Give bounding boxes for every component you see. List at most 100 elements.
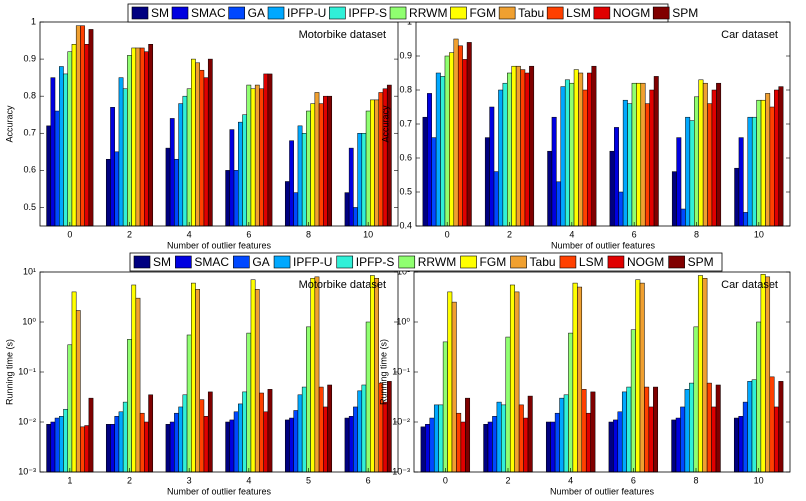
bar — [127, 339, 132, 473]
bar — [178, 406, 184, 473]
x-tick-label: 2 — [127, 229, 132, 239]
bar — [122, 401, 128, 473]
bar — [50, 421, 56, 473]
bar — [203, 416, 209, 473]
x-tick-label: 10 — [754, 475, 764, 485]
bar — [131, 47, 137, 227]
bar — [697, 275, 703, 473]
bar — [207, 391, 213, 473]
x-tick-label: 0 — [445, 229, 450, 239]
bar — [301, 386, 307, 473]
bar — [554, 412, 560, 473]
bar — [608, 421, 614, 473]
legend-label: FGM — [469, 6, 496, 20]
legend: SM SMAC GA IPFP-U IPFP-S RRWM FGM Tabu LSM NOGM SP… — [129, 252, 723, 272]
bar — [577, 286, 583, 473]
bar — [165, 424, 171, 473]
bar — [440, 76, 446, 227]
bar — [734, 167, 740, 227]
bar — [640, 82, 646, 227]
bar — [653, 76, 659, 227]
bar — [442, 341, 448, 473]
bar — [684, 389, 690, 473]
bar — [671, 419, 677, 473]
y-tick-label: 10⁰ — [396, 316, 410, 326]
legend-swatch — [460, 255, 477, 269]
legend-swatch — [233, 255, 250, 269]
y-tick-label: 0.4 — [399, 220, 412, 230]
bar — [174, 158, 179, 227]
bar — [702, 82, 708, 227]
bar — [114, 151, 120, 227]
y-tick-label: 1 — [31, 16, 36, 26]
x-tick-label: 2 — [507, 229, 512, 239]
y-tick-label: 0.9 — [399, 50, 412, 60]
bar — [238, 403, 243, 473]
bar — [689, 120, 695, 227]
bar — [63, 73, 68, 227]
bar — [559, 397, 565, 473]
legend-label: NOGM — [613, 6, 650, 20]
legend-swatch — [398, 255, 416, 269]
x-axis-label: Number of outlier features — [551, 240, 656, 250]
y-tick-label: 0.5 — [399, 186, 412, 196]
x-tick-label: 2 — [127, 475, 132, 485]
bar — [84, 425, 90, 473]
legend-label: NOGM — [627, 255, 664, 269]
bar — [293, 192, 299, 227]
bar — [289, 417, 294, 473]
bar — [344, 417, 350, 473]
bar — [203, 77, 209, 227]
y-tick-label: 0.5 — [23, 202, 36, 212]
bar — [760, 274, 766, 473]
x-tick-label: 6 — [366, 475, 371, 485]
bar — [457, 45, 463, 227]
bar — [284, 181, 290, 227]
chart-annotation: Motorbike dataset — [299, 29, 386, 41]
bar — [507, 72, 512, 227]
x-tick-label: 8 — [694, 229, 699, 239]
bar — [698, 79, 704, 227]
x-tick-label: 1 — [67, 475, 72, 485]
bar — [139, 412, 145, 473]
bar — [199, 399, 205, 473]
x-axis-label: Number of outlier features — [167, 240, 272, 250]
bar — [370, 275, 375, 473]
bar — [114, 416, 120, 473]
legend-label: SPM — [688, 255, 714, 269]
bar — [496, 401, 502, 473]
bar — [524, 72, 530, 227]
bar — [591, 65, 597, 227]
y-axis-label: Running time (s) — [378, 339, 388, 405]
bar — [259, 392, 264, 473]
bar — [293, 410, 299, 473]
bar — [427, 93, 432, 227]
bar — [254, 289, 260, 473]
bar — [165, 147, 171, 227]
bar — [702, 277, 708, 473]
bar — [444, 55, 450, 227]
legend-swatch — [329, 6, 346, 20]
bar — [306, 110, 311, 227]
x-tick-label: 6 — [246, 229, 251, 239]
bar — [259, 88, 264, 227]
bar — [250, 279, 256, 473]
bar — [238, 121, 243, 227]
x-axis-label: Number of outlier features — [167, 486, 272, 496]
bar — [297, 394, 303, 473]
x-tick-label: 0 — [443, 475, 448, 485]
legend-swatch — [450, 6, 467, 20]
bar — [569, 82, 575, 227]
bar — [765, 93, 771, 227]
legend-label: GA — [248, 6, 265, 20]
bar — [551, 116, 557, 227]
bar — [186, 334, 192, 473]
bar — [50, 77, 56, 227]
bar — [511, 65, 517, 227]
bar — [694, 96, 699, 227]
bar — [84, 44, 90, 227]
bar — [487, 421, 493, 473]
bar — [462, 59, 468, 227]
bar — [773, 406, 779, 473]
bar — [284, 419, 290, 473]
